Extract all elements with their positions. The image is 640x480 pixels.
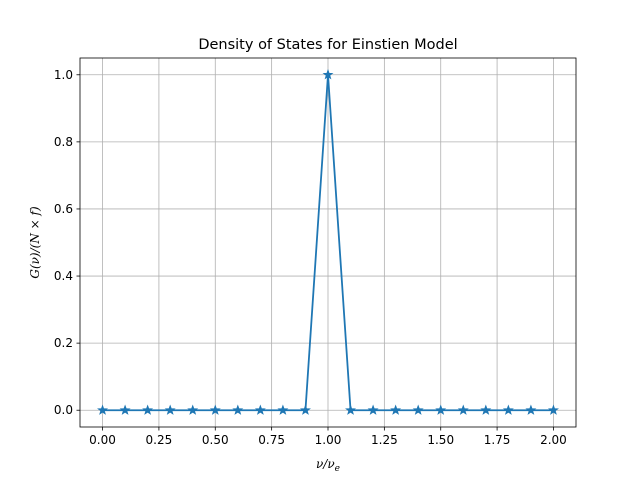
data-point-star: [457, 404, 469, 415]
y-axis-label: G(ν)/(N × f): [28, 206, 42, 279]
y-tick-label: 0.4: [54, 269, 73, 283]
data-point-star: [119, 404, 131, 415]
x-tick-label: 1.00: [315, 433, 342, 447]
data-point-star: [367, 404, 379, 415]
data-point-star: [164, 404, 176, 415]
x-tick-label: 2.00: [540, 433, 567, 447]
data-point-star: [502, 404, 514, 415]
data-point-star: [547, 404, 559, 415]
data-point-star: [209, 404, 221, 415]
data-point-star: [187, 404, 199, 415]
x-tick-label: 1.50: [427, 433, 454, 447]
series-layer: [97, 69, 559, 415]
x-tick-label: 0.50: [202, 433, 229, 447]
x-axis: 0.00 0.25 0.50 0.75 1.00 1.25 1.50 1.75 2.00: [89, 427, 567, 447]
x-tick-label: 0.75: [258, 433, 285, 447]
data-point-star: [97, 404, 109, 415]
x-axis-label-subscript: e: [335, 464, 340, 474]
data-point-star: [480, 404, 492, 415]
y-tick-label: 1.0: [54, 68, 73, 82]
y-tick-label: 0.8: [54, 135, 73, 149]
x-tick-label: 1.75: [484, 433, 511, 447]
y-tick-label: 0.2: [54, 336, 73, 350]
grid: [80, 58, 576, 427]
data-point-star: [142, 404, 154, 415]
data-point-star: [254, 404, 266, 415]
y-axis: 0.0 0.2 0.4 0.6 0.8 1.0: [54, 68, 80, 417]
y-tick-label: 0.0: [54, 403, 73, 417]
data-point-star: [322, 69, 334, 80]
chart-title: Density of States for Einstien Model: [198, 37, 457, 53]
y-tick-label: 0.6: [54, 202, 73, 216]
data-point-star: [345, 404, 357, 415]
x-tick-label: 1.25: [371, 433, 398, 447]
x-tick-label: 0.00: [89, 433, 116, 447]
data-point-star: [232, 404, 244, 415]
x-axis-label-main: ν/ν: [316, 457, 335, 471]
data-point-star: [525, 404, 537, 415]
data-point-star: [412, 404, 424, 415]
data-point-star: [277, 404, 289, 415]
data-point-star: [390, 404, 402, 415]
x-tick-label: 0.25: [146, 433, 173, 447]
data-point-star: [299, 404, 311, 415]
data-point-star: [435, 404, 447, 415]
x-axis-label: ν/νe: [316, 457, 340, 474]
